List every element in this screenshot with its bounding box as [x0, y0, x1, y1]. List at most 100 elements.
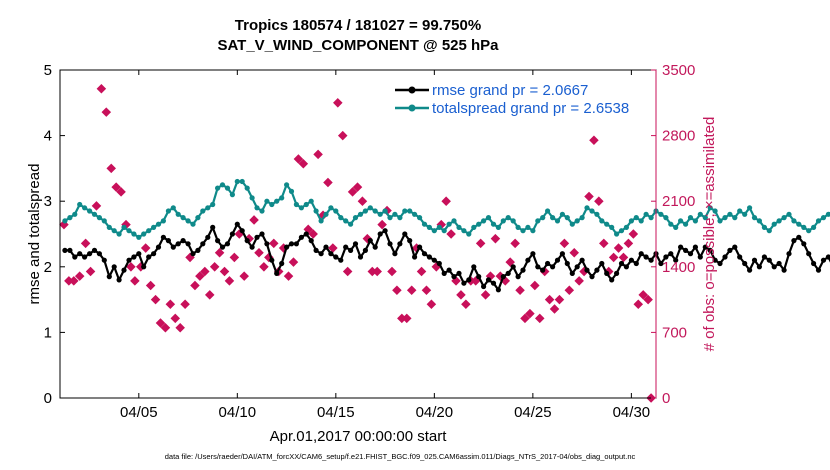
series-point-rmse — [121, 267, 127, 273]
series-point-totalspread — [72, 211, 78, 217]
series-point-rmse — [461, 280, 467, 286]
series-point-totalspread — [141, 231, 147, 237]
series-point-rmse — [431, 257, 437, 263]
series-point-totalspread — [707, 205, 713, 211]
series-point-rmse — [742, 260, 748, 267]
y-right-tick-label: 3500 — [662, 62, 695, 79]
obs-count-marker — [530, 280, 540, 291]
series-point-rmse — [628, 257, 635, 263]
series-point-totalspread — [426, 224, 432, 230]
series-point-rmse — [151, 251, 157, 257]
series-point-totalspread — [298, 205, 304, 211]
series-point-totalspread — [106, 224, 112, 230]
series-point-rmse — [471, 264, 477, 270]
series-point-totalspread — [436, 224, 442, 230]
series-point-rmse — [397, 241, 403, 247]
series-point-totalspread — [461, 228, 467, 234]
series-point-rmse — [348, 247, 354, 253]
series-point-totalspread — [732, 215, 738, 221]
series-point-rmse — [648, 257, 654, 263]
series-point-rmse — [402, 231, 408, 237]
obs-count-marker — [209, 262, 220, 272]
y-right-tick-label: 2100 — [662, 193, 695, 210]
series-point-rmse — [510, 264, 516, 270]
series-point-totalspread — [367, 205, 373, 211]
series-point-totalspread — [288, 188, 295, 194]
series-point-rmse — [362, 247, 368, 253]
series-point-totalspread — [594, 211, 600, 217]
series-point-totalspread — [185, 218, 191, 224]
obs-count-marker — [554, 294, 565, 305]
series-point-rmse — [219, 244, 226, 250]
series-point-rmse — [77, 251, 83, 257]
series-point-totalspread — [589, 208, 595, 214]
series-point-rmse — [343, 244, 349, 250]
obs-count-marker — [347, 187, 358, 197]
series-point-totalspread — [229, 192, 235, 198]
series-point-totalspread — [372, 208, 378, 214]
obs-count-marker — [313, 149, 323, 160]
obs-count-marker — [254, 247, 264, 258]
series-point-rmse — [249, 244, 255, 250]
obs-count-marker — [387, 266, 397, 277]
obs-count-marker — [534, 313, 545, 324]
x-tick-label: 04/10 — [219, 404, 257, 421]
obs-count-marker — [140, 243, 151, 253]
series-line-totalspread — [64, 180, 830, 239]
series-point-rmse — [244, 238, 250, 244]
obs-count-marker — [401, 313, 412, 324]
series-point-totalspread — [318, 218, 324, 224]
series-point-rmse — [554, 257, 561, 263]
y-right-tick-label: 2800 — [662, 128, 695, 145]
obs-count-marker — [293, 154, 304, 164]
series-point-rmse — [747, 267, 753, 273]
series-point-rmse — [421, 251, 428, 257]
series-point-rmse — [707, 247, 713, 253]
obs-count-marker — [116, 187, 126, 197]
legend-totalspread-marker — [408, 104, 416, 112]
obs-count-marker — [239, 271, 249, 281]
series-point-totalspread — [569, 221, 575, 227]
series-point-rmse — [500, 274, 506, 280]
series-point-totalspread — [545, 208, 551, 214]
series-point-totalspread — [599, 218, 605, 224]
series-point-rmse — [417, 244, 423, 250]
series-point-rmse — [446, 267, 452, 273]
obs-count-marker — [269, 238, 279, 249]
obs-count-marker — [505, 257, 515, 267]
series-point-totalspread — [820, 215, 827, 221]
obs-count-marker — [219, 266, 230, 277]
obs-count-marker — [421, 285, 432, 295]
series-point-rmse — [540, 267, 546, 273]
obs-count-marker — [170, 313, 181, 324]
series-point-totalspread — [131, 231, 137, 237]
series-point-totalspread — [692, 218, 699, 224]
series-point-totalspread — [614, 231, 620, 237]
series-point-rmse — [367, 238, 373, 244]
legend: rmse grand pr = 2.0667 totalspread grand… — [395, 82, 629, 117]
series-point-totalspread — [510, 218, 516, 224]
series-point-totalspread — [579, 215, 585, 221]
series-point-rmse — [569, 270, 575, 276]
series-point-totalspread — [554, 218, 561, 224]
series-point-rmse — [96, 251, 102, 257]
obs-count-marker — [229, 252, 240, 263]
data-file-footnote: data file: /Users/raeder/DAI/ATM_forcXX/… — [165, 452, 636, 461]
obs-count-marker — [85, 266, 96, 277]
obs-count-marker — [416, 266, 427, 277]
obs-count-marker — [106, 163, 116, 174]
series-point-totalspread — [392, 211, 398, 217]
series-point-rmse — [185, 241, 191, 247]
series-point-totalspread — [742, 211, 748, 217]
obs-count-marker — [249, 215, 259, 225]
series-point-rmse — [825, 254, 830, 260]
series-point-totalspread — [96, 215, 102, 221]
obs-count-marker — [126, 262, 136, 272]
series-point-rmse — [352, 241, 359, 247]
series-point-totalspread — [259, 208, 265, 214]
x-tick-label: 04/30 — [613, 404, 651, 421]
series-point-rmse — [702, 244, 708, 250]
series-point-rmse — [87, 251, 93, 257]
series-point-rmse — [638, 251, 644, 257]
series-point-rmse — [200, 241, 206, 247]
